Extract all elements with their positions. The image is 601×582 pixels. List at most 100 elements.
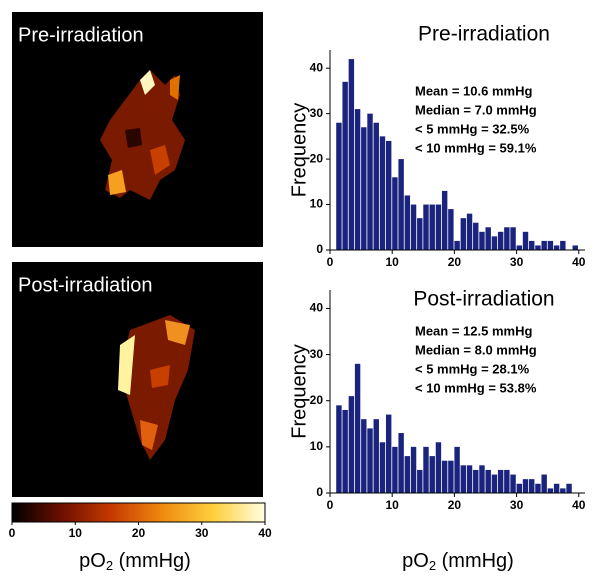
bar (348, 59, 355, 250)
bar (361, 419, 367, 493)
bar (541, 474, 547, 493)
axis-label: pO2 (mmHg) (402, 550, 514, 573)
axis-label: pO2 (mmHg) (79, 550, 191, 573)
bar (336, 405, 342, 493)
bar (367, 428, 373, 493)
annotation: < 10 mmHg = 59.1% (415, 140, 537, 155)
bar (423, 446, 429, 493)
bar (485, 227, 491, 250)
bar (429, 456, 435, 493)
y-tick-label: 0 (316, 485, 323, 499)
bar (435, 204, 442, 250)
bar (435, 442, 442, 493)
y-axis-label: Frequency (288, 344, 310, 439)
chart-title: Pre-irradiation (418, 23, 550, 46)
label-rest: (mmHg) (436, 550, 514, 572)
bar (522, 479, 529, 493)
label-text: pO (402, 550, 429, 572)
x-tick-label: 40 (572, 255, 586, 269)
bar (466, 465, 473, 493)
bar (348, 396, 355, 493)
bar (373, 419, 379, 493)
x-tick-label: 20 (448, 498, 462, 512)
bar (410, 204, 417, 250)
bar (385, 414, 392, 493)
bar (491, 236, 498, 250)
annotation: < 10 mmHg = 53.8% (415, 380, 537, 395)
bar (392, 177, 398, 250)
x-tick-label: 30 (510, 255, 524, 269)
y-tick-label: 20 (310, 393, 324, 407)
y-tick-label: 10 (310, 439, 324, 453)
y-tick-label: 30 (310, 106, 324, 120)
bar (373, 122, 379, 250)
bar (441, 190, 448, 250)
x-tick-label: 20 (132, 526, 146, 540)
bar (361, 127, 367, 250)
bar (454, 446, 460, 493)
x-tick-label: 0 (327, 255, 334, 269)
annotation: < 5 mmHg = 32.5% (415, 121, 530, 136)
x-tick-label: 10 (69, 526, 83, 540)
label-text: pO (79, 550, 106, 572)
bar (553, 245, 560, 250)
chart-title: Post-irradiation (413, 288, 554, 311)
bar (516, 483, 523, 493)
image-label: Post-irradiation (18, 274, 153, 296)
label-rest: (mmHg) (113, 550, 191, 572)
bar (547, 240, 554, 250)
image-label: Pre-irradiation (18, 24, 144, 46)
bar (404, 195, 411, 250)
bar (560, 488, 566, 493)
bar (342, 409, 348, 493)
bar (385, 140, 392, 250)
bar (473, 469, 479, 493)
annotation: Mean = 12.5 mmHg (415, 323, 532, 338)
annotation: < 5 mmHg = 28.1% (415, 361, 530, 376)
bar (553, 483, 560, 493)
x-tick-label: 40 (572, 498, 586, 512)
y-tick-label: 0 (316, 242, 323, 256)
bar (404, 456, 411, 493)
bar (423, 204, 429, 250)
bar (522, 231, 529, 250)
bar (448, 209, 454, 250)
bar (398, 159, 404, 250)
bar (441, 460, 448, 493)
bar (466, 213, 473, 250)
label-box (12, 20, 212, 50)
bar (460, 218, 467, 250)
bar (497, 469, 504, 493)
y-tick-label: 20 (310, 151, 324, 165)
bar (336, 122, 342, 250)
bar (460, 465, 467, 493)
pre-heatmap (100, 70, 185, 200)
bar (491, 474, 498, 493)
bar (417, 469, 423, 493)
bar (510, 474, 516, 493)
bar (535, 245, 541, 250)
bar (448, 460, 454, 493)
x-tick-label: 20 (448, 255, 462, 269)
bar (354, 109, 361, 250)
bar (398, 433, 404, 493)
x-tick-label: 10 (386, 255, 400, 269)
bar (497, 231, 504, 250)
bar (566, 483, 572, 493)
bar (529, 479, 535, 493)
bar (379, 442, 386, 493)
x-tick-label: 0 (327, 498, 334, 512)
bar (504, 469, 510, 493)
label-sub: 2 (429, 558, 436, 573)
y-tick-label: 10 (310, 197, 324, 211)
bar (429, 204, 435, 250)
y-tick-label: 30 (310, 347, 324, 361)
label-box (12, 270, 212, 300)
x-tick-label: 40 (258, 526, 272, 540)
bar (560, 240, 566, 250)
bar (547, 488, 554, 493)
bar (516, 245, 523, 250)
bar (367, 113, 373, 251)
bar (535, 483, 541, 493)
